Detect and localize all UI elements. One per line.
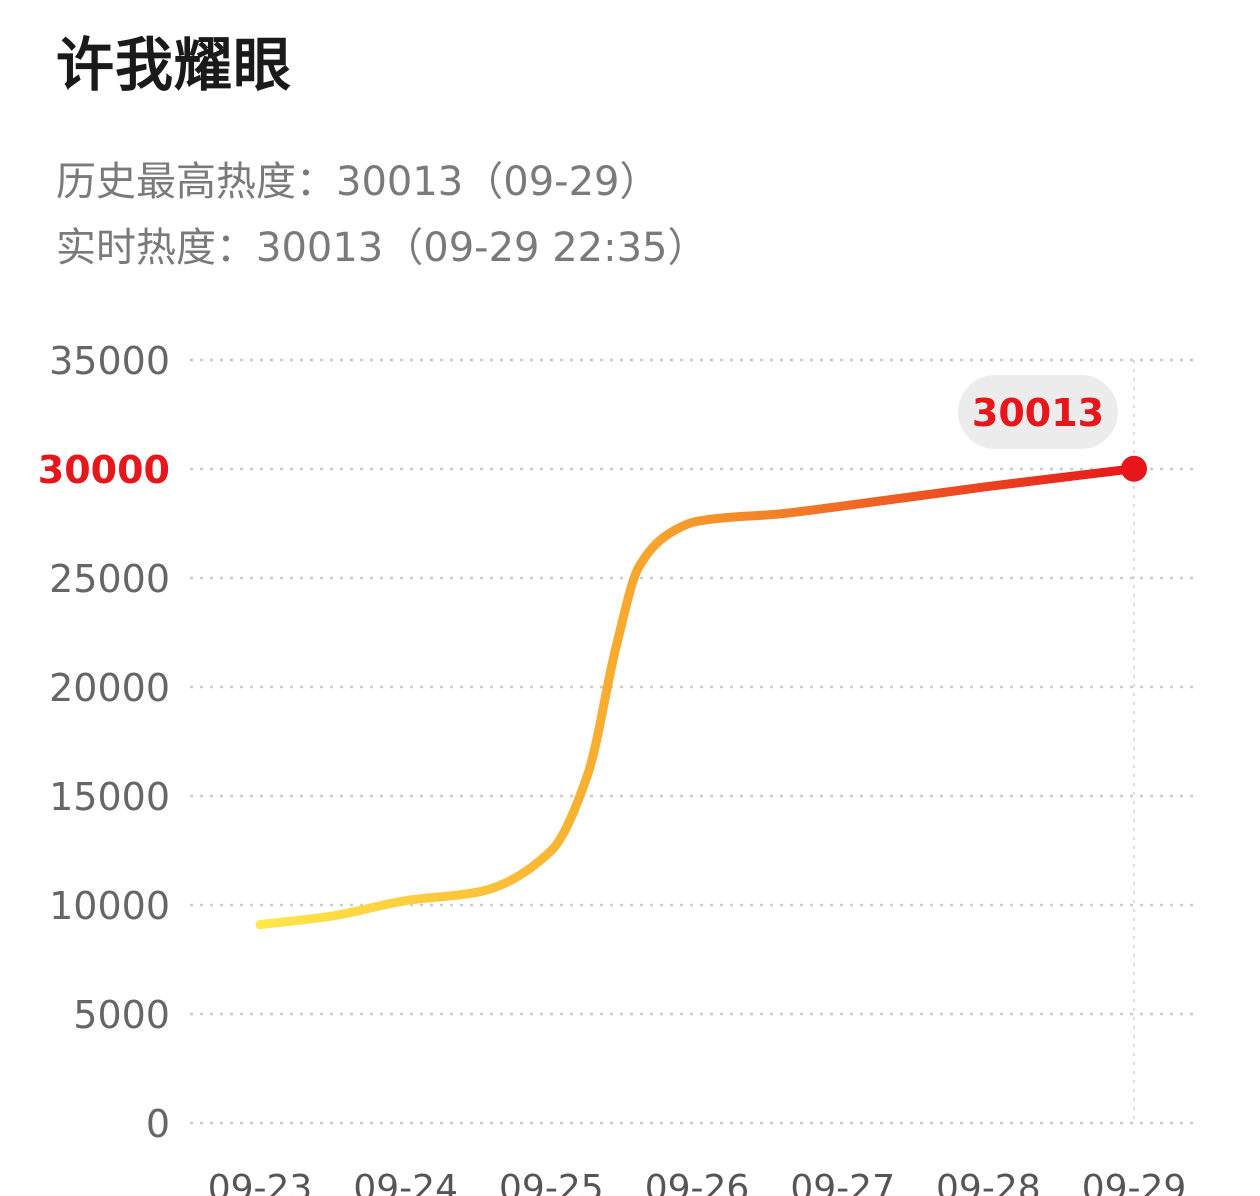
y-tick-label: 25000 [49,557,170,601]
y-tick-label: 0 [146,1102,170,1146]
live-heat-text: 实时热度：30013（09-29 22:35） [56,225,708,271]
y-tick-label: 5000 [73,993,170,1037]
x-axis-ticks: 09-23 09-24 09-25 09-26 09-27 09-28 09-29 [208,1168,1187,1196]
peak-point-marker[interactable] [1121,455,1147,482]
y-tick-label: 30000 [38,448,170,492]
x-tick-label: 09-25 [499,1168,604,1196]
peak-tooltip-label: 30013 [972,391,1104,435]
series-layer [255,464,1139,930]
x-tick-label: 09-26 [645,1168,750,1196]
y-tick-label: 20000 [49,666,170,710]
heat-series-line [255,464,1139,930]
y-tick-label: 15000 [49,775,170,819]
y-tick-label: 35000 [49,339,170,383]
page-title: 许我耀眼 [56,31,293,99]
y-axis-ticks: 0 5000 10000 15000 20000 25000 30000 35000 [38,339,170,1146]
x-tick-label: 09-24 [353,1168,458,1196]
marker-layer: 30013 [958,375,1147,482]
peak-tooltip-bubble [958,375,1118,449]
x-tick-label: 09-28 [936,1168,1041,1196]
peak-heat-text: 历史最高热度：30013（09-29） [56,159,660,205]
y-tick-label: 10000 [49,884,170,928]
x-tick-label: 09-23 [208,1168,313,1196]
x-tick-label: 09-27 [790,1168,895,1196]
x-tick-label: 09-29 [1082,1168,1187,1196]
grid-lines [190,358,1200,1125]
